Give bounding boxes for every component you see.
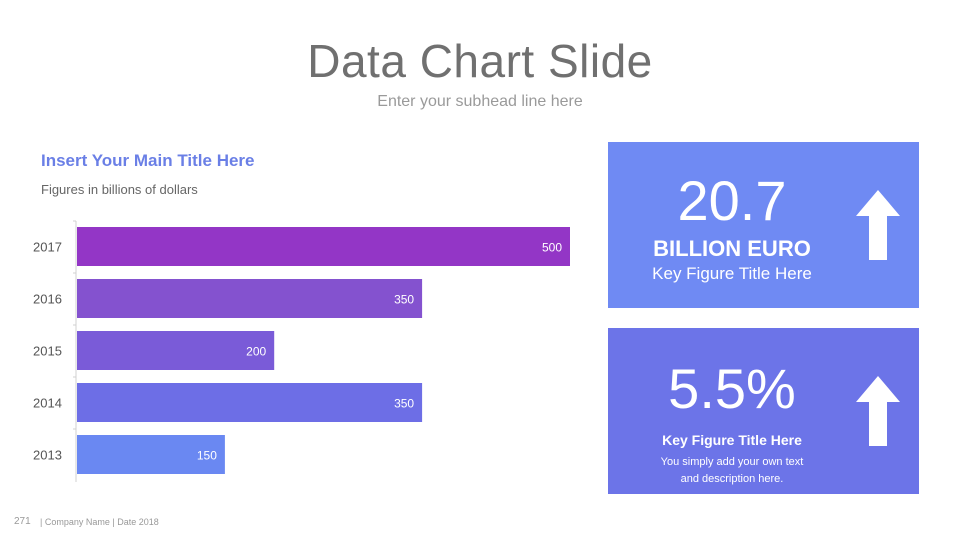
y-tick-label-2014: 2014 <box>33 396 62 411</box>
kpi-2-value: 5.5% <box>668 357 796 420</box>
kpi-2-description: You simply add your own text and descrip… <box>608 454 856 488</box>
bar-2014 <box>77 383 423 422</box>
kpi-1-value: 20.7 <box>677 169 787 232</box>
y-tick-label-2017: 2017 <box>33 240 62 255</box>
kpi-card-2: 5.5% Key Figure Title Here You simply ad… <box>608 328 919 494</box>
slide-title: Data Chart Slide <box>307 35 653 87</box>
kpi-1-unit: BILLION EURO <box>653 236 811 261</box>
slide-subtitle: Enter your subhead line here <box>377 93 583 110</box>
kpi-2-description-line-1: You simply add your own text <box>660 456 804 468</box>
arrow-up-icon <box>856 376 900 446</box>
y-tick-label-2015: 2015 <box>33 344 62 359</box>
kpi-2-label: Key Figure Title Here <box>662 432 802 448</box>
data-label-2013: 150 <box>197 449 217 463</box>
data-label-2016: 350 <box>394 293 414 307</box>
bar-2013 <box>77 435 225 474</box>
bar-2016 <box>77 279 423 318</box>
y-tick-label-2016: 2016 <box>33 292 62 307</box>
bar-2017 <box>77 227 570 266</box>
chart-title: Insert Your Main Title Here <box>41 151 255 170</box>
data-label-2015: 200 <box>246 345 266 359</box>
kpi-1-label: Key Figure Title Here <box>652 264 812 283</box>
data-label-2017: 500 <box>542 241 562 255</box>
footer-text: | Company Name | Date 2018 <box>40 517 159 527</box>
bar-chart: 2017 500 2016 350 2015 200 2014 350 2013 150 <box>33 220 570 482</box>
arrow-up-icon <box>856 190 900 260</box>
kpi-card-1: 20.7 BILLION EURO Key Figure Title Here <box>608 142 919 308</box>
bar-2015 <box>77 331 275 370</box>
y-tick-label-2013: 2013 <box>33 448 62 463</box>
data-label-2014: 350 <box>394 397 414 411</box>
chart-subtitle: Figures in billions of dollars <box>41 182 198 197</box>
kpi-2-description-line-2: and description here. <box>680 473 784 485</box>
footer-page-number: 271 <box>14 516 31 527</box>
